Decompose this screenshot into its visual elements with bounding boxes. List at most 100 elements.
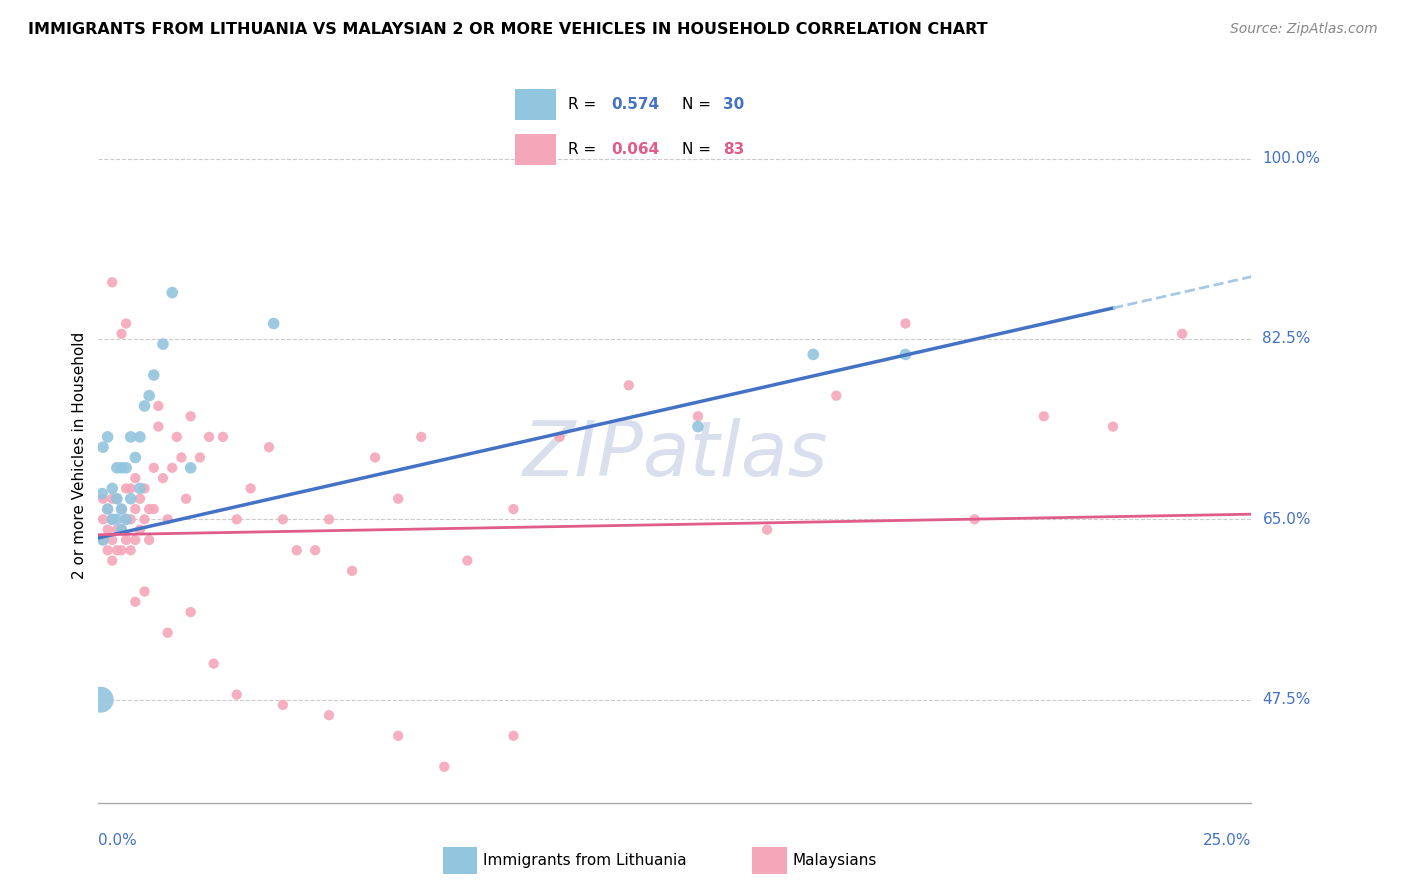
- Point: [152, 337, 174, 351]
- Point: [318, 708, 340, 723]
- Point: [115, 482, 138, 496]
- Point: [152, 471, 174, 485]
- Point: [156, 625, 179, 640]
- Point: [110, 523, 132, 537]
- Point: [115, 512, 138, 526]
- Point: [156, 512, 179, 526]
- Point: [134, 482, 156, 496]
- Text: IMMIGRANTS FROM LITHUANIA VS MALAYSIAN 2 OR MORE VEHICLES IN HOUSEHOLD CORRELATI: IMMIGRANTS FROM LITHUANIA VS MALAYSIAN 2…: [28, 22, 988, 37]
- Point: [364, 450, 387, 465]
- Point: [263, 317, 285, 331]
- Point: [105, 491, 128, 506]
- Point: [142, 502, 165, 516]
- Point: [148, 419, 170, 434]
- Point: [801, 347, 824, 361]
- Point: [129, 523, 152, 537]
- Point: [91, 533, 114, 547]
- Point: [134, 399, 156, 413]
- Y-axis label: 2 or more Vehicles in Household: 2 or more Vehicles in Household: [72, 331, 87, 579]
- Text: 47.5%: 47.5%: [1263, 692, 1310, 707]
- Point: [134, 584, 156, 599]
- Point: [110, 502, 132, 516]
- Point: [174, 491, 197, 506]
- Point: [304, 543, 326, 558]
- Point: [318, 512, 340, 526]
- Point: [433, 760, 456, 774]
- Point: [825, 389, 848, 403]
- Point: [502, 729, 524, 743]
- Point: [225, 688, 247, 702]
- Point: [110, 502, 132, 516]
- Point: [115, 533, 138, 547]
- Point: [686, 419, 709, 434]
- Point: [105, 460, 128, 475]
- Point: [411, 430, 433, 444]
- Point: [101, 512, 124, 526]
- Point: [97, 523, 120, 537]
- Point: [115, 317, 138, 331]
- Point: [101, 482, 124, 496]
- Point: [502, 502, 524, 516]
- Point: [120, 491, 142, 506]
- Point: [894, 347, 917, 361]
- Point: [129, 491, 152, 506]
- Point: [105, 523, 128, 537]
- Point: [340, 564, 363, 578]
- Point: [894, 317, 917, 331]
- Point: [91, 533, 114, 547]
- Point: [115, 460, 138, 475]
- Point: [617, 378, 640, 392]
- Point: [110, 326, 132, 341]
- Point: [160, 460, 183, 475]
- Bar: [516, 135, 555, 165]
- Point: [91, 440, 114, 454]
- Point: [225, 512, 247, 526]
- Point: [105, 543, 128, 558]
- Point: [101, 491, 124, 506]
- Point: [212, 430, 235, 444]
- Point: [101, 512, 124, 526]
- Text: 65.0%: 65.0%: [1263, 512, 1310, 527]
- Point: [138, 502, 160, 516]
- Point: [124, 471, 146, 485]
- Point: [120, 543, 142, 558]
- Bar: [443, 847, 477, 874]
- Point: [271, 512, 294, 526]
- Point: [120, 512, 142, 526]
- Point: [1102, 419, 1125, 434]
- Text: 0.574: 0.574: [612, 97, 659, 112]
- Point: [180, 460, 202, 475]
- Point: [170, 450, 193, 465]
- Point: [129, 430, 152, 444]
- Point: [239, 482, 262, 496]
- Text: 82.5%: 82.5%: [1263, 332, 1310, 346]
- Point: [756, 523, 779, 537]
- Point: [105, 491, 128, 506]
- Point: [105, 512, 128, 526]
- Point: [387, 491, 409, 506]
- Point: [138, 389, 160, 403]
- Point: [188, 450, 211, 465]
- Point: [90, 692, 112, 706]
- Text: Malaysians: Malaysians: [793, 854, 877, 868]
- Point: [129, 482, 152, 496]
- Text: 30: 30: [723, 97, 744, 112]
- Text: Immigrants from Lithuania: Immigrants from Lithuania: [484, 854, 688, 868]
- Point: [120, 430, 142, 444]
- Text: 83: 83: [723, 142, 744, 157]
- Bar: [516, 89, 555, 120]
- Point: [257, 440, 280, 454]
- Point: [456, 553, 478, 567]
- Point: [97, 430, 120, 444]
- Point: [285, 543, 308, 558]
- Text: ZIPatlas: ZIPatlas: [522, 418, 828, 491]
- Point: [110, 543, 132, 558]
- Point: [120, 482, 142, 496]
- Point: [271, 698, 294, 712]
- Text: 100.0%: 100.0%: [1263, 151, 1320, 166]
- Point: [124, 595, 146, 609]
- Text: 0.064: 0.064: [612, 142, 659, 157]
- Point: [180, 605, 202, 619]
- Point: [110, 523, 132, 537]
- Text: 25.0%: 25.0%: [1204, 833, 1251, 848]
